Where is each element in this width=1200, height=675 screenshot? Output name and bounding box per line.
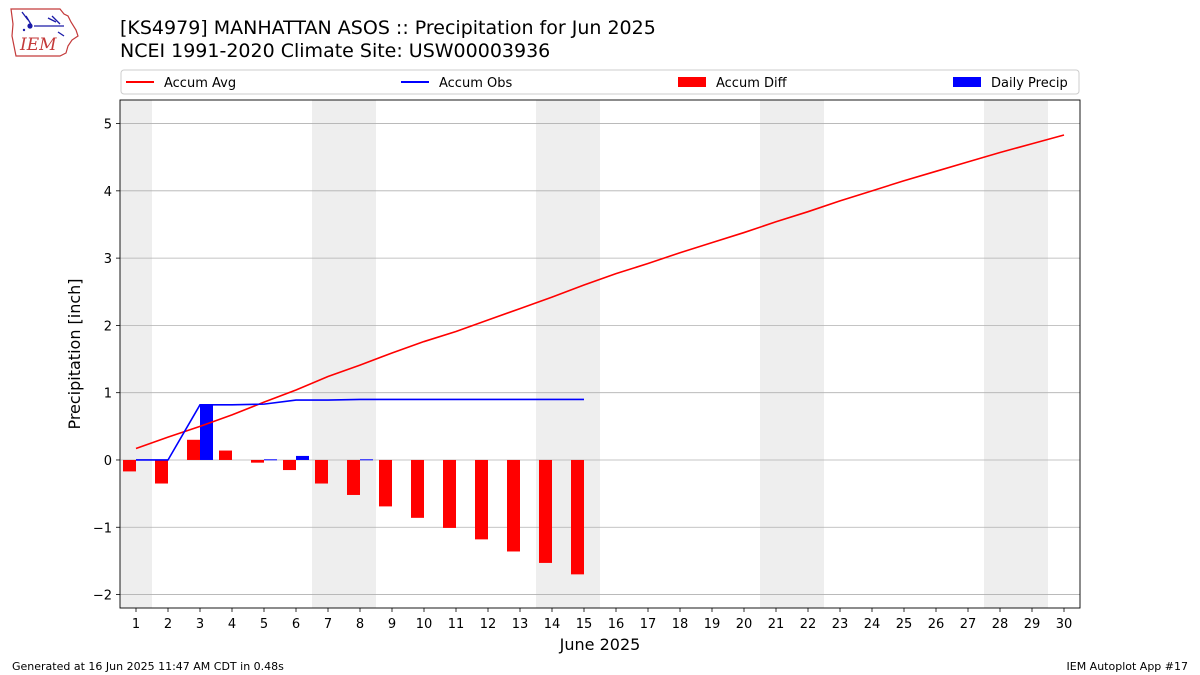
x-tick-label: 15 (576, 617, 593, 632)
x-tick-label: 21 (768, 617, 785, 632)
weekend-shade-day-1 (120, 100, 152, 608)
y-tick-label: 1 (104, 387, 112, 402)
x-tick-label: 27 (960, 617, 977, 632)
legend-frame (120, 69, 1080, 95)
x-tick-label: 22 (800, 617, 817, 632)
plot-area (120, 100, 1080, 608)
x-tick-label: 16 (608, 617, 625, 632)
daily-precip-bar (296, 455, 309, 460)
x-tick-label: 20 (736, 617, 753, 632)
y-tick-label: −2 (93, 589, 112, 604)
y-tick-label: 0 (104, 454, 112, 469)
accum-diff-bar (411, 459, 424, 518)
y-axis-label: Precipitation [inch] (65, 278, 84, 429)
accum-diff-bar (507, 459, 520, 552)
x-tick-label: 13 (512, 617, 529, 632)
generated-timestamp: Generated at 16 Jun 2025 11:47 AM CDT in… (12, 660, 284, 673)
x-tick-label: 1 (132, 617, 140, 632)
accum-diff-bar (123, 459, 136, 472)
accum-diff-bar (187, 439, 200, 460)
legend-swatch-daily_precip (953, 77, 981, 87)
x-tick-label: 5 (260, 617, 268, 632)
x-tick-label: 12 (480, 617, 497, 632)
x-tick-label: 17 (640, 617, 657, 632)
accum-diff-bar (219, 450, 232, 460)
x-tick-label: 2 (164, 617, 172, 632)
x-tick-label: 6 (292, 617, 300, 632)
x-tick-label: 28 (992, 617, 1009, 632)
x-tick-label: 29 (1024, 617, 1041, 632)
x-tick-label: 23 (832, 617, 849, 632)
accum-diff-bar (539, 459, 552, 563)
y-tick-label: 2 (104, 319, 112, 334)
weekend-shade-day-21 (760, 100, 792, 608)
weekend-shade-day-8 (344, 100, 376, 608)
daily-precip-bar (200, 404, 213, 460)
accum-obs-line (136, 398, 584, 461)
x-tick-label: 7 (324, 617, 332, 632)
y-tick-label: 5 (104, 118, 112, 133)
accum-diff-bar (443, 459, 456, 528)
weekend-shade-day-7 (312, 100, 344, 608)
x-tick-label: 8 (356, 617, 364, 632)
accum-diff-bar (475, 459, 488, 540)
accum-avg-line (135, 134, 1065, 450)
daily-precip-bar (360, 459, 373, 461)
x-axis-label: June 2025 (559, 635, 641, 654)
accum-diff-bar (251, 459, 264, 463)
x-tick-label: 9 (388, 617, 396, 632)
plot-frame (119, 99, 1081, 609)
legend-label-accum_diff: Accum Diff (716, 76, 788, 91)
x-tick-label: 19 (704, 617, 721, 632)
weekend-shade-day-29 (1016, 100, 1048, 608)
accum-diff-bar (571, 459, 584, 575)
x-tick-label: 18 (672, 617, 689, 632)
x-tick-label: 3 (196, 617, 204, 632)
legend: Accum Avg Accum Obs Accum Diff Daily Precip (120, 69, 1080, 95)
logo-text: IEM (19, 35, 57, 55)
x-tick-label: 10 (416, 617, 433, 632)
y-tick-label: −1 (93, 521, 112, 536)
y-tick-label: 3 (104, 252, 112, 267)
x-tick-label: 24 (864, 617, 881, 632)
accum-diff-bar (283, 459, 296, 471)
x-tick-label: 4 (228, 617, 236, 632)
legend-swatch-accum_diff (678, 77, 706, 87)
legend-label-daily_precip: Daily Precip (991, 76, 1068, 91)
weekend-shade-day-22 (792, 100, 824, 608)
x-tick-label: 11 (448, 617, 465, 632)
weekend-shade-day-28 (984, 100, 1016, 608)
y-tick-label: 4 (104, 185, 112, 200)
x-tick-label: 14 (544, 617, 561, 632)
accum-diff-bar (379, 459, 392, 507)
app-id-label: IEM Autoplot App #17 (1066, 660, 1189, 673)
accum-diff-bar (347, 459, 360, 495)
chart-subtitle: NCEI 1991-2020 Climate Site: USW00003936 (120, 40, 551, 62)
chart-title: [KS4979] MANHATTAN ASOS :: Precipitation… (120, 17, 656, 39)
daily-precip-bar (264, 459, 277, 461)
x-tick-label: 30 (1056, 617, 1073, 632)
accum-diff-bar (155, 459, 168, 484)
x-tick-label: 26 (928, 617, 945, 632)
legend-label-accum_obs: Accum Obs (439, 76, 512, 91)
iem-logo-icon: IEM (8, 6, 80, 58)
accum-diff-bar (315, 459, 328, 484)
legend-label-accum_avg: Accum Avg (164, 76, 236, 91)
x-tick-label: 25 (896, 617, 913, 632)
